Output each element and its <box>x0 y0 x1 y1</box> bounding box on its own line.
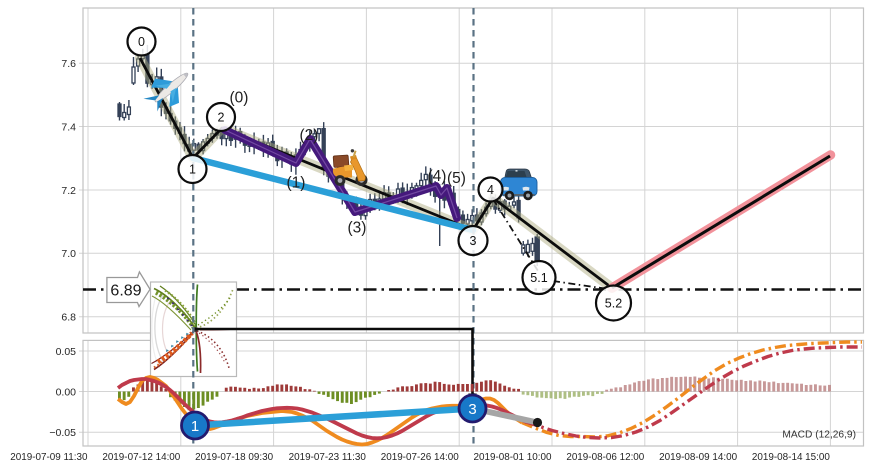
svg-text:2019-08-06 12:00: 2019-08-06 12:00 <box>566 452 644 463</box>
svg-text:−0.05: −0.05 <box>49 427 76 439</box>
svg-text:2: 2 <box>218 111 225 125</box>
svg-text:(2): (2) <box>300 127 319 144</box>
svg-text:7.6: 7.6 <box>61 58 76 70</box>
svg-text:3: 3 <box>468 401 476 418</box>
svg-text:2019-08-14 15:00: 2019-08-14 15:00 <box>752 452 830 463</box>
svg-text:2019-07-09 11:30: 2019-07-09 11:30 <box>10 452 88 463</box>
svg-text:2019-08-09 14:00: 2019-08-09 14:00 <box>659 452 737 463</box>
svg-text:7.4: 7.4 <box>61 121 76 133</box>
svg-text:2019-07-26 14:00: 2019-07-26 14:00 <box>381 452 459 463</box>
svg-text:0.00: 0.00 <box>56 386 77 398</box>
svg-text:4: 4 <box>487 183 494 197</box>
svg-text:0: 0 <box>138 35 145 49</box>
svg-text:2019-08-01 10:00: 2019-08-01 10:00 <box>474 452 552 463</box>
svg-text:1: 1 <box>189 163 196 177</box>
svg-text:(5): (5) <box>447 170 466 187</box>
svg-text:7.0: 7.0 <box>61 248 76 260</box>
svg-text:5.1: 5.1 <box>530 271 547 285</box>
svg-text:(4): (4) <box>428 168 447 185</box>
svg-text:7.2: 7.2 <box>61 185 76 197</box>
svg-text:0.05: 0.05 <box>56 346 77 358</box>
svg-text:2019-07-12 14:00: 2019-07-12 14:00 <box>102 452 180 463</box>
svg-text:MACD (12,26,9): MACD (12,26,9) <box>782 430 856 441</box>
svg-text:(1): (1) <box>287 175 306 192</box>
svg-text:(0): (0) <box>230 90 249 107</box>
svg-text:6.89: 6.89 <box>110 282 141 299</box>
svg-text:6.8: 6.8 <box>61 312 76 324</box>
svg-text:2019-07-18 09:30: 2019-07-18 09:30 <box>195 452 273 463</box>
svg-text:5.2: 5.2 <box>605 297 622 311</box>
svg-text:2019-07-23 11:30: 2019-07-23 11:30 <box>289 452 367 463</box>
svg-text:3: 3 <box>470 234 477 248</box>
svg-text:(3): (3) <box>348 220 367 237</box>
svg-text:1: 1 <box>191 418 199 435</box>
